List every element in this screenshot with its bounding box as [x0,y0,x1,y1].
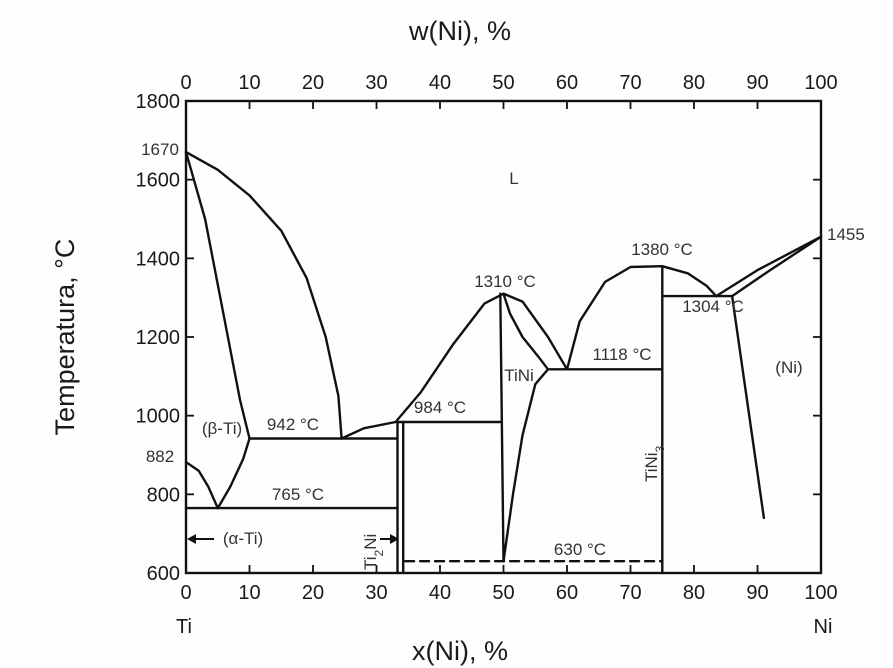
top-tick-label-0: 0 [180,72,191,94]
tini-phase-label: TiNi [504,366,534,385]
alpha-ti-arrow [187,534,214,544]
left-tick-label-1600: 1600 [136,170,181,192]
bottom-tick-label-60: 60 [556,582,578,604]
top-tick-label-90: 90 [746,72,768,94]
eutectic-1304-label: 1304 °C [682,297,744,316]
solidus-beta-ti [184,150,251,440]
top-tick-label-20: 20 [302,72,324,94]
liquidus-ni [715,235,823,298]
bottom-axis-title: x(Ni), % [412,636,508,666]
liquidus-tini [394,292,569,424]
bottom-tick-label-10: 10 [238,582,260,604]
beta-solvus [216,437,251,510]
top-tick-label-100: 100 [804,72,837,94]
eutectic-1118-label: 1118 °C [592,345,651,364]
top-tick-label-70: 70 [619,72,641,94]
bottom-tick-label-70: 70 [619,582,641,604]
bottom-tick-label-40: 40 [429,582,451,604]
plot-frame [184,99,823,575]
top-tick-label-10: 10 [238,72,260,94]
bottom-tick-label-80: 80 [683,582,705,604]
ti2ni-phase-label: Ti2Ni [361,534,386,570]
bottom-tick-label-90: 90 [746,582,768,604]
eutectic-942-label: 942 °C [267,415,319,434]
phase-boundaries [184,150,823,575]
alpha-beta-transus [184,460,220,510]
ni-solvus [730,294,766,520]
left-axis-title: Temperatura, °C [50,239,80,436]
bottom-tick-label-100: 100 [804,582,837,604]
liquidus-ti2ni [340,420,397,440]
left-tick-label-1200: 1200 [136,327,181,349]
tini-right-boundary-low [502,368,550,563]
liquidus-tini3 [565,265,718,371]
left-tick-label-600: 600 [147,563,180,585]
top-tick-label-80: 80 [683,72,705,94]
bottom-tick-label-50: 50 [492,582,514,604]
eutectoid-765-label: 765 °C [272,485,324,504]
tini-left-boundary [499,292,505,563]
tini3-phase-label: TiNi3 [642,445,667,482]
liquid-region-label: L [509,169,518,188]
ti2ni-arrow [380,534,399,544]
martensite-630-label: 630 °C [554,540,606,559]
top-axis-title: w(Ni), % [408,16,511,46]
bottom-tick-label-30: 30 [365,582,387,604]
bottom-tick-label-0: 0 [180,582,191,604]
left-tick-label-1000: 1000 [136,406,181,428]
ni-melting-point-label: 1455 [827,225,865,244]
top-tick-label-40: 40 [429,72,451,94]
left-tick-label-800: 800 [147,484,180,506]
endpoint-ti-label: Ti [176,616,192,638]
peritectic-984-label: 984 °C [414,398,466,417]
liquidus-beta-ti [184,150,343,440]
bottom-tick-label-20: 20 [302,582,324,604]
ni-solid-solution-label: (Ni) [775,358,802,377]
ti-melting-point-label: 1670 [141,140,179,159]
top-tick-label-30: 30 [365,72,387,94]
top-tick-label-60: 60 [556,72,578,94]
endpoint-ni-label: Ni [814,616,833,638]
tini-melting-label: 1310 °C [474,272,536,291]
tini3-melting-label: 1380 °C [631,240,693,259]
alpha-ti-region-label: (α-Ti) [223,529,263,548]
left-tick-label-1400: 1400 [136,248,181,270]
ti-transformation-label: 882 [146,447,174,466]
left-tick-label-1800: 1800 [136,91,181,113]
tini-right-boundary-high [502,292,550,371]
beta-ti-region-label: (β-Ti) [202,419,242,438]
axis-ticks: 0 10 20 30 40 50 60 70 80 90 1000 10 20 30 40 50 60 70 80 9… [136,72,838,604]
top-tick-label-50: 50 [492,72,514,94]
solidus-ni [730,235,823,298]
